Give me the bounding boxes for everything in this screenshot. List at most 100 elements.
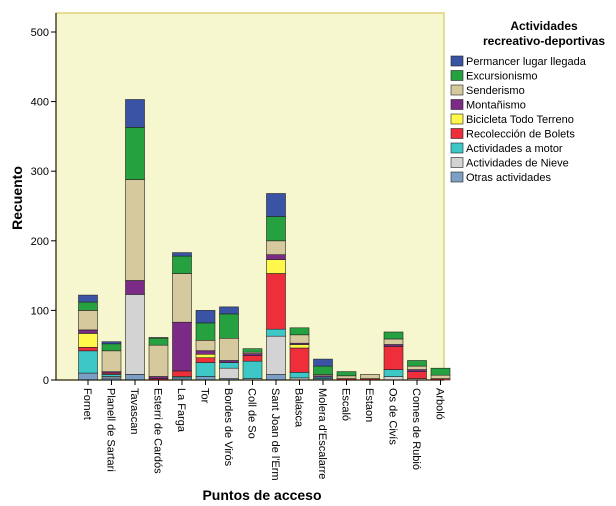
bar-segment bbox=[219, 313, 239, 339]
bar-segment bbox=[78, 333, 98, 348]
bar-segment bbox=[313, 365, 333, 375]
x-axis: Fornet Planell de Sartari Tavascan Esterri … bbox=[56, 379, 446, 481]
bar-segment bbox=[289, 334, 310, 344]
bar-stack bbox=[336, 371, 357, 381]
legend-title-line-2: recreativo-deportivas bbox=[483, 34, 605, 48]
x-tick-label: Escaló bbox=[340, 388, 352, 421]
x-tick-label: Comes de Rubió bbox=[410, 388, 422, 470]
legend-label: Actividades de Nieve bbox=[466, 158, 569, 170]
bar-segment bbox=[383, 376, 404, 381]
bar-segment bbox=[266, 240, 286, 256]
bar-stack bbox=[360, 374, 380, 381]
x-tick-label: Fornet bbox=[81, 388, 93, 420]
bar-segment bbox=[172, 252, 192, 257]
bar-segment bbox=[78, 301, 98, 311]
bar-stack bbox=[430, 367, 451, 381]
bar-segment bbox=[78, 346, 98, 352]
legend-swatch bbox=[450, 70, 464, 81]
legend-title-line-1: Actividades bbox=[510, 19, 578, 33]
legend-label: Actividades a motor bbox=[466, 143, 563, 155]
bar-segment bbox=[195, 362, 216, 377]
x-tick-label: Arboló bbox=[434, 388, 446, 420]
x-tick-label: Bordes de Virós bbox=[222, 388, 234, 467]
legend-swatch bbox=[450, 113, 464, 125]
bar-segment bbox=[172, 370, 192, 377]
bar-segment bbox=[266, 335, 286, 375]
bar-stack bbox=[172, 252, 192, 381]
x-tick-label: Tor bbox=[199, 388, 211, 404]
bar-segment bbox=[266, 259, 286, 274]
bar-stack bbox=[266, 193, 286, 381]
bar-segment bbox=[242, 353, 263, 357]
y-axis: 0 100 200 300 400 500 bbox=[31, 13, 57, 387]
x-tick-label: Planell de Sartari bbox=[105, 388, 117, 472]
bar-segment bbox=[219, 362, 239, 369]
bar-segment bbox=[383, 346, 404, 370]
legend-swatch bbox=[450, 55, 464, 67]
bar-segment bbox=[383, 369, 404, 377]
bar-segment bbox=[289, 347, 310, 373]
bar-segment bbox=[242, 355, 263, 362]
legend-label: Permancer lugar llegada bbox=[466, 56, 587, 68]
bar-segment bbox=[148, 376, 169, 379]
bar-stack bbox=[313, 358, 333, 381]
bar-stack bbox=[78, 294, 98, 381]
bar-segment bbox=[407, 365, 427, 370]
bar-stack bbox=[383, 331, 404, 381]
bar-segment bbox=[195, 376, 216, 381]
bar-segment bbox=[172, 321, 192, 372]
bar-segment bbox=[148, 344, 169, 377]
y-tick-label: 500 bbox=[31, 27, 49, 39]
bar-segment bbox=[101, 350, 122, 372]
x-tick-label: Estaon bbox=[363, 388, 375, 422]
bar-segment bbox=[148, 337, 169, 346]
bar-stack bbox=[242, 348, 263, 381]
y-tick-label: 400 bbox=[31, 97, 49, 109]
bar-segment bbox=[383, 344, 404, 347]
bar-segment bbox=[430, 367, 451, 376]
bar-segment bbox=[336, 371, 357, 377]
y-tick-label: 0 bbox=[43, 375, 49, 387]
bar-segment bbox=[172, 273, 192, 323]
legend-label: Recolección de Bolets bbox=[466, 129, 575, 141]
bar-segment bbox=[125, 99, 145, 128]
bar-segment bbox=[266, 374, 286, 381]
bar-segment bbox=[101, 374, 122, 377]
x-tick-label: Sant Joan de l'Erm bbox=[269, 388, 281, 481]
bars bbox=[78, 99, 451, 381]
legend-swatch bbox=[450, 128, 464, 139]
y-tick-label: 200 bbox=[31, 236, 49, 248]
bar-segment bbox=[289, 344, 310, 349]
x-tick-label: La Farga bbox=[175, 388, 187, 433]
bar-segment bbox=[101, 343, 122, 352]
bar-segment bbox=[125, 294, 145, 375]
bar-segment bbox=[78, 329, 98, 334]
bar-segment bbox=[242, 348, 263, 353]
bar-segment bbox=[383, 331, 404, 340]
bar-segment bbox=[336, 375, 357, 379]
bar-segment bbox=[219, 367, 239, 379]
legend-swatch bbox=[450, 99, 464, 110]
legend-swatch bbox=[450, 84, 464, 96]
bar-segment bbox=[101, 341, 122, 345]
legend-swatch bbox=[450, 142, 464, 154]
bar-segment bbox=[125, 179, 145, 281]
legend-label: Excursionismo bbox=[466, 71, 538, 83]
legend-label: Otras actividades bbox=[466, 172, 551, 184]
bar-segment bbox=[266, 273, 286, 330]
plot-area bbox=[55, 12, 445, 381]
bar-segment bbox=[125, 127, 145, 180]
x-axis-title: Puntos de acceso bbox=[202, 487, 321, 503]
bar-segment bbox=[219, 306, 239, 315]
bar-segment bbox=[219, 360, 239, 363]
bar-segment bbox=[195, 310, 216, 324]
bar-segment bbox=[242, 360, 263, 379]
bar-stack bbox=[195, 310, 216, 381]
bar-segment bbox=[125, 374, 145, 381]
bar-segment bbox=[266, 254, 286, 260]
bar-stack bbox=[101, 341, 122, 381]
bar-segment bbox=[195, 350, 216, 355]
bar-segment bbox=[383, 338, 404, 345]
bar-segment bbox=[266, 216, 286, 242]
